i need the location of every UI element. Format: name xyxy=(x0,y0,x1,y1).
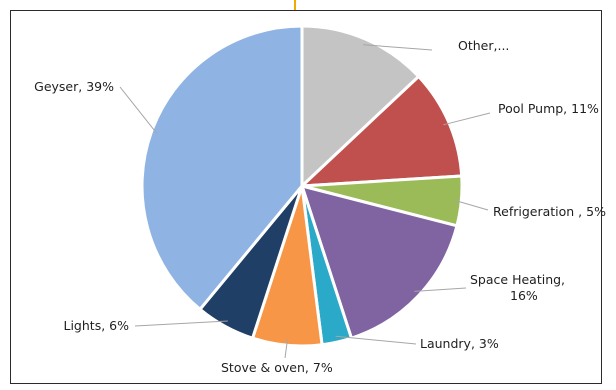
leader-line-5 xyxy=(284,339,288,359)
leader-line-2 xyxy=(455,200,489,211)
slice-label-7: Geyser, 39% xyxy=(34,79,114,94)
slice-label-0: Other,... xyxy=(458,38,509,53)
pie-slice-3 xyxy=(299,183,459,341)
slice-label-6: Lights, 6% xyxy=(64,318,130,333)
leader-line-0 xyxy=(363,44,433,51)
pie-slice-7 xyxy=(140,24,304,312)
pie-slice-1 xyxy=(297,74,464,188)
leader-line-1 xyxy=(443,112,491,126)
leader-line-6 xyxy=(134,320,228,327)
slice-label-2: Refrigeration , 5% xyxy=(493,204,606,219)
slice-label-4: Laundry, 3% xyxy=(420,336,499,351)
slice-label-5: Stove & oven, 7% xyxy=(221,360,333,375)
leader-line-3 xyxy=(414,287,467,292)
pie-slice-0 xyxy=(300,24,421,190)
slice-label-1: Pool Pump, 11% xyxy=(498,101,599,116)
leader-line-4 xyxy=(335,335,417,345)
slice-label-3: Space Heating, 16% xyxy=(470,272,565,303)
accent-marker xyxy=(294,0,296,10)
leader-line-7 xyxy=(119,86,158,135)
